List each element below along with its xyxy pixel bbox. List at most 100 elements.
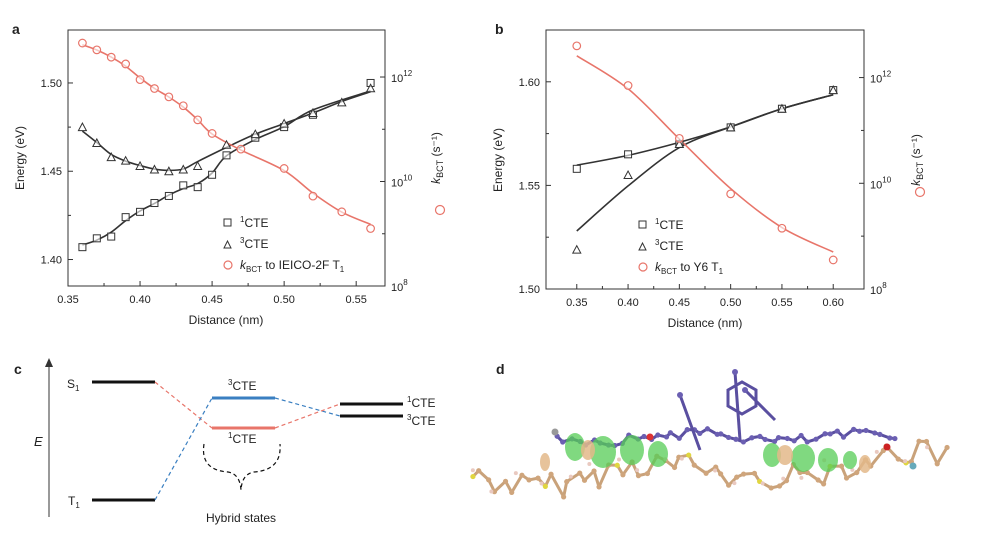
data-point-circle <box>337 207 347 217</box>
data-point-circle <box>106 52 116 62</box>
orbital-lobe-tan <box>540 453 550 471</box>
y2-label-main-a: k <box>429 177 443 184</box>
bond-acceptor <box>592 470 601 488</box>
atom-donor <box>804 439 810 445</box>
atom-acceptor <box>620 472 626 478</box>
data-point-square <box>121 213 130 222</box>
data-point-square <box>150 199 159 208</box>
x-tick-label: 0.55 <box>771 297 792 309</box>
data-point-triangle <box>91 137 102 147</box>
orbital-lobe-tan <box>859 455 871 473</box>
y2-tick-label: 1012 <box>391 69 413 85</box>
atom-hydrogen <box>679 456 684 461</box>
plot-frame-b <box>545 29 865 290</box>
atom-donor <box>676 435 682 441</box>
atom-donor <box>851 426 857 432</box>
molecular-structure-image <box>470 369 950 500</box>
y2-label-unit-b: (s⁻¹) <box>909 134 923 162</box>
y-ticks-a: 1.40 1.45 1.50 <box>41 78 73 267</box>
atom-acceptor <box>671 464 678 471</box>
y2-tick-label: 1012 <box>870 70 892 86</box>
bond-acceptor <box>869 449 885 468</box>
energy-axis-label: E <box>34 434 43 449</box>
atom-acceptor <box>854 469 860 476</box>
atom-heteroatom <box>909 462 917 470</box>
data-point-circle <box>121 59 131 69</box>
y-axis-label-b: Energy (eV) <box>491 128 505 192</box>
x-axis-label-a: Distance (nm) <box>189 313 264 327</box>
legend-label-kbct-a: kBCT to IEICO-2F T1 <box>240 258 345 274</box>
atom-hydrogen <box>925 445 930 450</box>
atom-acceptor <box>476 468 482 474</box>
x-tick-label: 0.45 <box>201 294 222 306</box>
atom-acceptor <box>776 483 783 489</box>
series-curve-triangle <box>576 93 834 232</box>
y-ticks-b: 1.50 1.55 1.60 <box>519 77 551 296</box>
data-point-triangle <box>149 164 160 174</box>
data-point-circle <box>178 101 188 111</box>
data-point-square <box>193 183 202 192</box>
data-point-circle <box>572 41 582 51</box>
connector-1cte-right <box>274 403 341 429</box>
data-point-square <box>107 232 116 241</box>
data-point-triangle <box>164 166 174 176</box>
atom-donor <box>704 426 711 432</box>
atom-acceptor <box>726 482 732 488</box>
orbital-lobe-green <box>791 444 815 472</box>
atom-donor <box>749 435 755 441</box>
level-label-1cte: 1CTE <box>407 395 435 410</box>
atom-donor <box>560 439 566 445</box>
atom-side-chain <box>742 387 748 393</box>
data-point-circle <box>366 224 375 233</box>
bond-acceptor <box>510 474 524 494</box>
data-point-triangle <box>674 138 685 148</box>
curves-b <box>576 55 834 253</box>
bond-acceptor <box>935 446 949 465</box>
panel-label-c: c <box>14 361 22 377</box>
data-point-square <box>92 234 101 243</box>
orbital-lobe-tan <box>777 445 793 465</box>
atom-acceptor <box>486 477 492 483</box>
orbital-lobe-green <box>620 435 644 465</box>
panel-label-d: d <box>496 361 505 377</box>
data-point-circle <box>193 115 203 125</box>
data-point-triangle <box>192 160 203 170</box>
atom-acceptor <box>509 489 515 496</box>
legend-marker-1cte-b <box>638 220 647 229</box>
data-point-triangle <box>279 118 289 128</box>
atom-acceptor <box>542 483 548 489</box>
atom-side-chain <box>677 392 683 398</box>
panel-a-chart: a 0.35 0.40 0.45 0.50 0.55 1.401.451.50 1081… <box>12 21 446 327</box>
y2-tick-label: 108 <box>870 281 887 297</box>
x-ticks-b: 0.35 0.40 0.45 0.50 0.55 0.60 <box>566 284 844 309</box>
data-point-triangle <box>365 83 376 93</box>
atom-acceptor <box>591 468 597 474</box>
data-point-triangle <box>571 244 582 254</box>
data-point-circle <box>207 129 217 138</box>
data-point-triangle <box>725 122 736 132</box>
data-point-triangle <box>106 152 117 162</box>
atom-donor <box>663 434 670 440</box>
atom-donor <box>784 435 790 442</box>
atom-donor <box>840 434 847 440</box>
atom-side-chain <box>732 369 738 375</box>
atom-acceptor <box>783 478 790 484</box>
atom-acceptor <box>577 470 583 476</box>
atom-donor <box>856 428 863 434</box>
panel-label-a: a <box>12 21 20 37</box>
data-point-square <box>164 191 173 200</box>
data-point-circle <box>150 84 159 93</box>
y-tick-label: 1.40 <box>41 255 62 267</box>
atom-hydrogen <box>799 475 804 480</box>
bond-acceptor <box>597 464 611 488</box>
y2-label-sub-a: BCT <box>435 159 445 178</box>
atom-hydrogen <box>513 471 518 476</box>
atom-hydrogen <box>635 468 640 473</box>
atom-heteroatom <box>883 443 891 451</box>
data-point-circle <box>674 133 684 143</box>
data-point-square <box>208 170 217 179</box>
bond-side-chain <box>733 371 742 441</box>
atom-acceptor <box>561 494 567 500</box>
legend-label-1cte-b: 1CTE <box>655 217 683 232</box>
atom-acceptor <box>596 484 602 490</box>
